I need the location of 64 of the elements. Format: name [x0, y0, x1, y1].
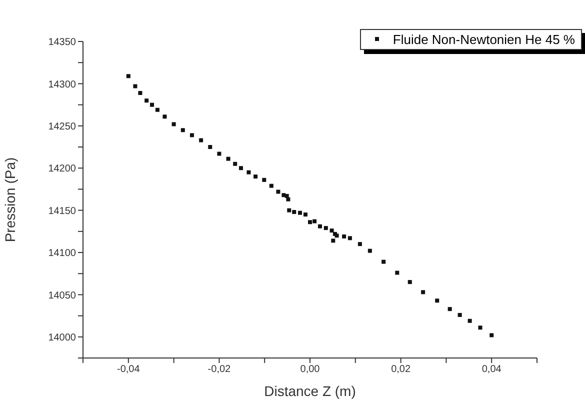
point	[180, 128, 185, 132]
point	[276, 190, 280, 194]
y-tick-label: 14350	[48, 37, 76, 48]
x-tick-label: 0,04	[482, 364, 502, 376]
x-tick-label: 0,00	[300, 364, 320, 376]
point	[395, 270, 400, 275]
point	[342, 234, 346, 238]
point	[246, 170, 251, 174]
point	[233, 162, 238, 166]
point	[262, 178, 266, 182]
point	[150, 102, 154, 107]
y-tick-label: 14300	[48, 79, 76, 90]
point	[126, 74, 130, 78]
point	[138, 90, 142, 95]
point	[282, 193, 286, 198]
point	[421, 290, 426, 294]
point	[324, 226, 328, 230]
point	[208, 145, 212, 149]
point	[408, 280, 412, 284]
point	[308, 220, 312, 224]
point	[330, 228, 334, 233]
legend-label: Fluide Non-Newtonien He 45 %	[392, 32, 575, 46]
x-tick-label: -0,04	[117, 364, 140, 376]
y-axis-title: Pression (Pa)	[2, 157, 18, 242]
point	[133, 84, 138, 88]
y-tick-label: 14000	[48, 332, 76, 344]
point	[468, 318, 472, 323]
point	[287, 208, 292, 212]
point	[238, 166, 243, 170]
point	[199, 138, 204, 142]
point	[254, 174, 258, 179]
x-tick-label: -0,02	[208, 364, 232, 376]
point	[292, 210, 296, 214]
point	[284, 194, 289, 198]
point	[303, 212, 308, 217]
point	[172, 122, 176, 126]
y-tick-label: 14250	[48, 121, 76, 132]
point	[318, 224, 322, 228]
point	[162, 114, 167, 119]
point	[435, 298, 440, 303]
point	[382, 260, 386, 264]
point	[269, 184, 274, 188]
point	[331, 238, 336, 243]
y-tick-label: 14100	[48, 248, 76, 260]
x-axis-title: Distance Z (m)	[264, 383, 356, 399]
point	[478, 326, 482, 330]
point	[155, 108, 160, 112]
point	[190, 133, 194, 138]
point	[490, 333, 494, 338]
x-tick-label: 0,02	[391, 364, 411, 376]
point	[368, 248, 372, 253]
point	[144, 98, 149, 103]
point	[217, 152, 222, 156]
point	[448, 307, 452, 312]
point	[226, 156, 230, 161]
point	[286, 197, 290, 202]
y-tick-label: 14200	[48, 164, 76, 175]
point	[358, 242, 362, 246]
y-tick-label: 14050	[48, 290, 76, 302]
point	[312, 219, 317, 224]
point	[458, 312, 462, 317]
point	[348, 236, 352, 240]
point	[298, 210, 302, 215]
y-tick-label: 14150	[48, 206, 76, 217]
